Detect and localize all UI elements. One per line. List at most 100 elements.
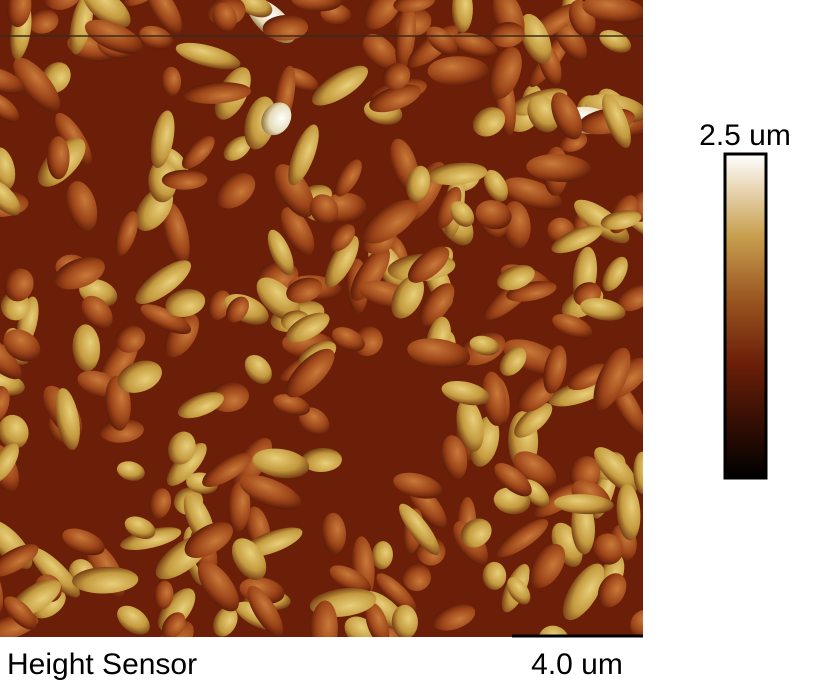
grain <box>482 561 507 590</box>
grain <box>593 347 631 411</box>
grain <box>506 577 531 605</box>
grain <box>393 0 436 13</box>
grain <box>332 327 365 352</box>
grain <box>376 573 417 613</box>
grain <box>120 527 182 550</box>
grain <box>365 602 390 637</box>
caption: Height Sensor <box>7 648 197 681</box>
grain <box>183 82 252 104</box>
grain <box>427 56 489 86</box>
grain <box>212 3 237 32</box>
grain <box>309 194 339 225</box>
grain <box>529 544 566 589</box>
grain <box>362 34 399 71</box>
grain <box>0 91 20 123</box>
grain <box>0 147 16 190</box>
grain <box>406 165 431 202</box>
grain <box>0 65 25 94</box>
grain <box>554 20 588 61</box>
grain <box>3 329 41 362</box>
grain <box>285 312 330 343</box>
grain <box>494 463 532 497</box>
grain <box>167 431 196 465</box>
grain <box>407 246 450 283</box>
grain <box>616 285 643 312</box>
grain <box>548 378 609 407</box>
grain <box>288 124 319 186</box>
grain <box>488 47 522 100</box>
grain <box>154 580 174 610</box>
grain <box>274 164 315 218</box>
grain <box>161 612 186 637</box>
grain <box>475 200 512 230</box>
grain <box>551 92 583 140</box>
grain <box>526 154 592 182</box>
grain <box>456 398 484 452</box>
grain <box>215 173 256 209</box>
grain <box>441 380 490 406</box>
grain <box>164 313 200 358</box>
grain <box>238 0 273 18</box>
grain <box>165 289 206 317</box>
grain <box>322 512 346 554</box>
grain <box>0 386 10 424</box>
grain <box>115 325 146 353</box>
grain <box>267 229 294 276</box>
grain <box>559 131 588 152</box>
grain <box>161 169 208 190</box>
grain <box>600 210 642 230</box>
grain <box>166 442 207 486</box>
grain <box>55 388 80 450</box>
grain <box>207 290 232 320</box>
grain <box>433 604 476 631</box>
grain <box>47 136 70 180</box>
grain <box>630 609 643 637</box>
grain <box>633 451 643 495</box>
grain <box>497 264 535 291</box>
grain <box>441 435 468 480</box>
grain <box>231 538 267 580</box>
grain <box>161 66 182 96</box>
afm-grains <box>0 0 643 637</box>
grain <box>0 333 22 380</box>
grain <box>450 201 475 227</box>
grain <box>69 0 94 55</box>
grain <box>27 9 59 34</box>
grain <box>503 177 562 210</box>
grain <box>495 519 549 558</box>
grain <box>117 605 150 635</box>
grain <box>149 488 172 519</box>
grain <box>252 448 310 479</box>
grain <box>99 418 144 443</box>
grain <box>407 338 471 369</box>
grain <box>184 522 233 558</box>
grain <box>602 256 628 292</box>
grain <box>286 277 323 303</box>
grain <box>520 13 552 64</box>
grain <box>593 533 624 565</box>
grain <box>426 162 488 185</box>
grain <box>202 453 252 487</box>
grain <box>391 275 425 319</box>
grain <box>81 295 113 330</box>
grain <box>177 392 224 419</box>
grain <box>7 0 32 28</box>
grain <box>54 257 105 290</box>
grain <box>594 447 638 493</box>
grain <box>393 472 443 499</box>
grain <box>226 296 249 323</box>
grain <box>334 159 362 197</box>
grain <box>567 363 609 391</box>
grain <box>175 42 241 70</box>
grain <box>285 348 335 398</box>
grain <box>262 14 309 41</box>
grain <box>299 407 330 436</box>
grain <box>602 93 631 148</box>
grain <box>139 25 173 50</box>
grain <box>402 563 431 592</box>
grain <box>291 0 343 12</box>
grain <box>213 606 238 637</box>
grain <box>371 541 393 570</box>
grain <box>325 235 359 288</box>
